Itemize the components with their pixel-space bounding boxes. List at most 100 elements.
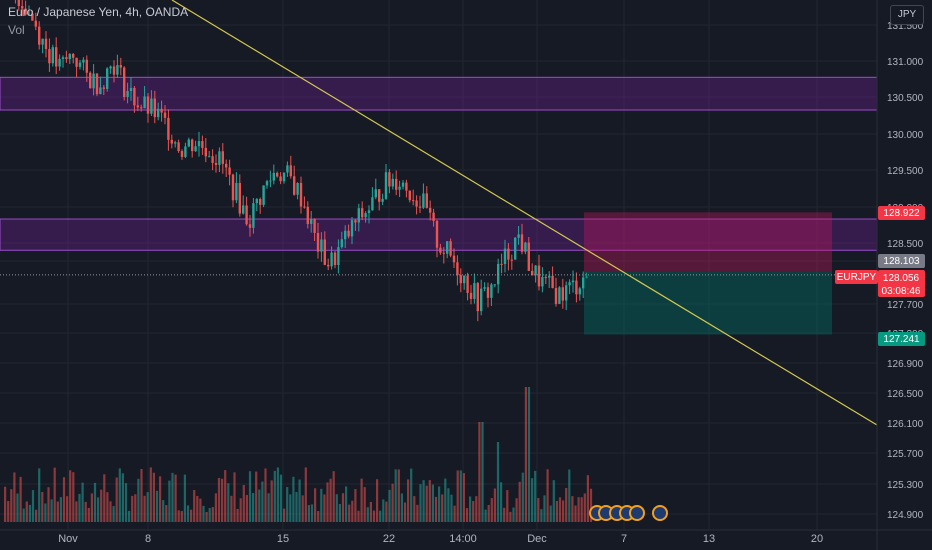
stop-price-tag-bg bbox=[878, 206, 925, 220]
candle bbox=[44, 38, 48, 49]
volume-bar bbox=[177, 510, 180, 522]
y-tick-label: 127.700 bbox=[887, 300, 924, 311]
volume-bar bbox=[193, 490, 196, 522]
candle bbox=[422, 193, 425, 208]
candle bbox=[333, 252, 337, 266]
volume-bar bbox=[509, 511, 512, 522]
candle bbox=[184, 146, 187, 157]
volume-bar bbox=[478, 422, 481, 522]
candle bbox=[350, 220, 354, 237]
x-tick-label: 22 bbox=[383, 533, 395, 545]
volume-bar bbox=[314, 488, 317, 522]
candle bbox=[398, 186, 401, 190]
candle bbox=[548, 275, 551, 278]
candle bbox=[245, 205, 248, 225]
candle bbox=[367, 210, 371, 214]
candle bbox=[395, 178, 398, 190]
volume-bar bbox=[233, 472, 236, 522]
candle bbox=[78, 62, 82, 67]
candle bbox=[361, 208, 364, 218]
volume-bar bbox=[270, 480, 273, 522]
volume-bar bbox=[385, 501, 388, 522]
volume-bar bbox=[453, 505, 456, 522]
candle bbox=[177, 142, 180, 152]
volume-bar bbox=[273, 470, 276, 522]
candle bbox=[418, 206, 422, 208]
volume-bar bbox=[264, 468, 267, 522]
candle bbox=[136, 105, 139, 108]
volume-bar bbox=[90, 493, 93, 522]
candle bbox=[293, 176, 296, 195]
candle bbox=[493, 284, 496, 286]
candle bbox=[442, 252, 445, 254]
volume-bar bbox=[38, 468, 41, 522]
candle bbox=[116, 65, 119, 75]
volume-bar bbox=[248, 471, 252, 522]
take-profit-zone bbox=[584, 271, 832, 335]
candle bbox=[225, 163, 228, 168]
candle bbox=[204, 147, 207, 157]
volume-bar bbox=[118, 468, 121, 522]
symbol-title[interactable]: Euro / Japanese Yen, 4h, OANDA bbox=[8, 5, 189, 19]
volume-bar bbox=[310, 504, 314, 522]
volume-bar bbox=[447, 488, 450, 522]
countdown-tag: 03:08:46 bbox=[882, 286, 921, 297]
volume-bar bbox=[78, 493, 81, 522]
volume-indicator-label[interactable]: Vol bbox=[8, 23, 25, 37]
candle bbox=[140, 107, 143, 109]
candle bbox=[320, 239, 323, 252]
candle bbox=[235, 182, 238, 201]
candle bbox=[449, 241, 452, 256]
candle bbox=[405, 182, 408, 191]
volume-bar bbox=[124, 483, 128, 522]
volume-bar bbox=[16, 493, 19, 522]
volume-bar bbox=[490, 498, 493, 522]
volume-bar bbox=[574, 505, 577, 522]
candle bbox=[187, 139, 190, 147]
candle bbox=[99, 87, 102, 95]
candle bbox=[456, 262, 459, 276]
candle bbox=[102, 87, 105, 89]
candle bbox=[510, 259, 513, 261]
y-tick-label: 126.500 bbox=[887, 389, 924, 400]
candle bbox=[534, 265, 537, 276]
volume-bar bbox=[236, 508, 239, 522]
candle bbox=[146, 96, 150, 114]
volume-bar bbox=[558, 497, 562, 522]
candle bbox=[133, 87, 136, 106]
x-tick-label: 14:00 bbox=[449, 533, 477, 545]
volume-bar bbox=[555, 500, 558, 522]
candle bbox=[514, 237, 517, 260]
volume-bar bbox=[534, 470, 537, 522]
candle bbox=[119, 65, 122, 68]
volume-bar bbox=[543, 495, 546, 522]
y-tick-label: 131.500 bbox=[887, 21, 924, 32]
volume-bar bbox=[438, 486, 441, 522]
volume-bar bbox=[583, 493, 586, 522]
volume-bar bbox=[537, 498, 540, 522]
target-price-tag-bg bbox=[878, 332, 925, 346]
volume-bar bbox=[382, 499, 385, 522]
volume-bar bbox=[242, 484, 245, 522]
volume-bar bbox=[4, 486, 7, 522]
volume-bar bbox=[444, 478, 447, 522]
candle bbox=[354, 220, 357, 223]
currency-button[interactable]: JPY bbox=[890, 5, 924, 25]
candle bbox=[412, 200, 415, 202]
candle bbox=[167, 117, 170, 140]
volume-bar bbox=[506, 490, 509, 522]
candle bbox=[497, 263, 500, 285]
volume-bar bbox=[289, 494, 292, 522]
candle bbox=[75, 57, 78, 67]
candle bbox=[578, 288, 581, 295]
candle bbox=[378, 189, 381, 202]
volume-bar bbox=[332, 471, 335, 522]
y-tick-label: 130.500 bbox=[887, 93, 924, 104]
resistance-zone-upper bbox=[0, 76, 878, 111]
candle bbox=[255, 199, 258, 204]
candle bbox=[106, 68, 109, 89]
volume-bar bbox=[562, 500, 565, 522]
symbol-tag-bg bbox=[835, 270, 878, 284]
candle bbox=[561, 287, 564, 301]
